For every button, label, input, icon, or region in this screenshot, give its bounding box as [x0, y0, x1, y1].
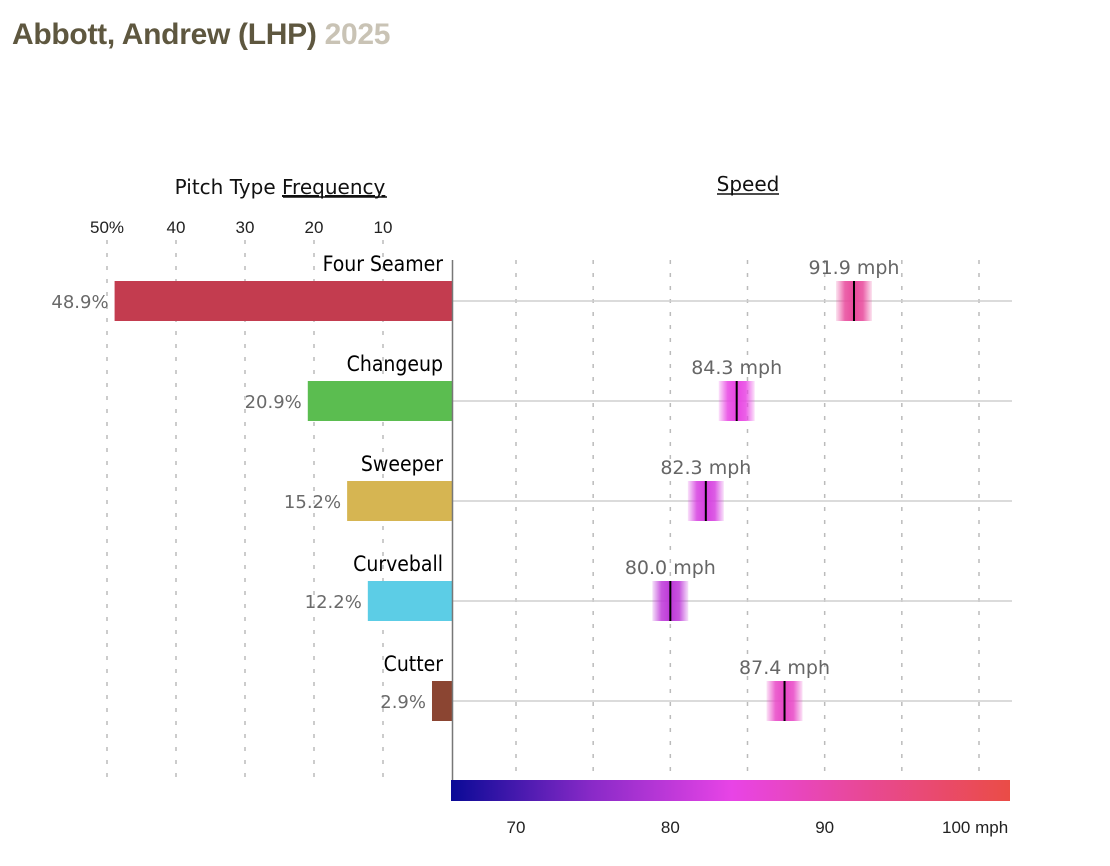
pitch-name: Four Seamer	[323, 252, 444, 276]
frequency-chart-title: Pitch Type Frequency	[175, 175, 386, 199]
pitch-name: Curveball	[353, 552, 443, 576]
season-year: 2025	[324, 18, 391, 51]
speed-label: 82.3 mph	[660, 457, 751, 479]
speed-label: 84.3 mph	[691, 357, 782, 379]
frequency-bar	[367, 581, 452, 621]
frequency-title-link[interactable]: Frequency	[282, 175, 385, 199]
speed-colorbar	[451, 780, 1010, 801]
frequency-tick-label: 40	[167, 218, 186, 237]
pitch-row: Changeup 20.9% 84.3 mph	[245, 352, 1012, 421]
speed-label: 91.9 mph	[809, 257, 900, 279]
speed-tick-label: 80	[661, 818, 680, 837]
pitch-row: Curveball 12.2% 80.0 mph	[305, 552, 1012, 621]
frequency-tick-label: 50%	[90, 218, 124, 237]
frequency-bar	[347, 481, 452, 521]
page-title: Abbott, Andrew (LHP) 2025	[12, 18, 390, 52]
frequency-label: 12.2%	[305, 592, 362, 613]
frequency-label: 48.9%	[51, 292, 108, 313]
pitch-row: Four Seamer 48.9% 91.9 mph	[51, 252, 1012, 321]
frequency-label: 20.9%	[245, 392, 302, 413]
frequency-tick-label: 20	[305, 218, 324, 237]
player-name: Abbott, Andrew (LHP)	[12, 18, 317, 51]
frequency-bar	[431, 681, 452, 721]
speed-label: 80.0 mph	[625, 557, 716, 579]
speed-tick-label: 70	[507, 818, 526, 837]
pitch-name: Sweeper	[361, 452, 443, 476]
pitch-name: Cutter	[384, 652, 444, 676]
speed-label: 87.4 mph	[739, 657, 830, 679]
frequency-tick-label: 30	[236, 218, 255, 237]
frequency-title-prefix: Pitch Type	[175, 175, 282, 199]
frequency-bar	[114, 281, 452, 321]
pitch-name: Changeup	[347, 352, 443, 376]
frequency-label: 2.9%	[380, 692, 426, 713]
pitch-row: Cutter 2.9% 87.4 mph	[380, 652, 1012, 721]
frequency-label: 15.2%	[284, 492, 341, 513]
speed-tick-label: 100 mph	[942, 818, 1008, 837]
frequency-bar	[307, 381, 452, 421]
frequency-tick-label: 10	[374, 218, 393, 237]
pitch-row: Sweeper 15.2% 82.3 mph	[284, 452, 1012, 521]
speed-tick-label: 90	[815, 818, 834, 837]
speed-chart-title[interactable]: Speed	[717, 172, 780, 196]
